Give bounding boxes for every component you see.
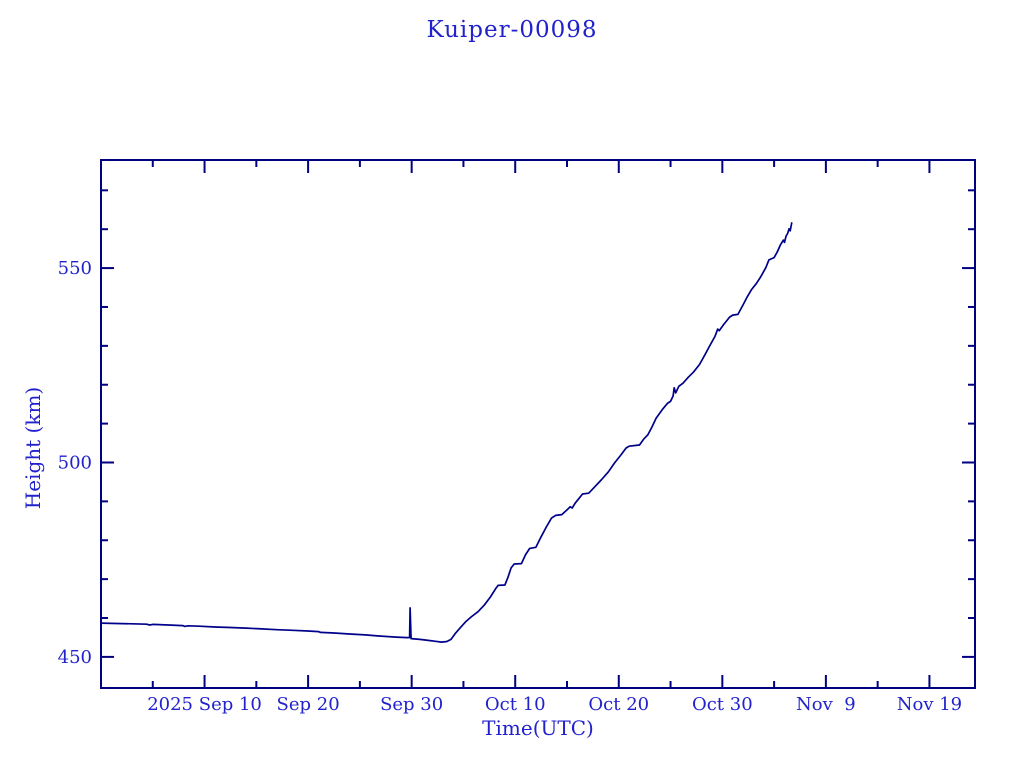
x-tick-label: Nov 9	[796, 694, 856, 715]
y-tick-label: 550	[58, 258, 92, 279]
x-tick-label: Sep 30	[380, 694, 443, 715]
x-tick-label: Oct 10	[485, 694, 546, 715]
y-tick-label: 450	[58, 647, 92, 668]
x-tick-label: 2025 Sep 10	[147, 694, 262, 715]
x-axis-title: Time(UTC)	[482, 716, 594, 740]
x-tick-label: Sep 20	[277, 694, 340, 715]
chart-title: Kuiper-00098	[426, 17, 598, 43]
x-tick-label: Nov 19	[897, 694, 962, 715]
axis-tick-labels: 2025 Sep 10 Sep 20 Sep 30 Oct 10 Oct 20 Oct 3…	[58, 258, 962, 715]
y-tick-label: 500	[58, 452, 92, 473]
x-tick-label: Oct 20	[588, 694, 649, 715]
plot-frame	[100, 159, 976, 689]
series-line-height	[100, 222, 793, 643]
y-axis-title-text: Height (km)	[21, 386, 46, 510]
axis-ticks	[101, 160, 975, 688]
data-series	[100, 222, 793, 643]
x-tick-label: Oct 30	[692, 694, 753, 715]
